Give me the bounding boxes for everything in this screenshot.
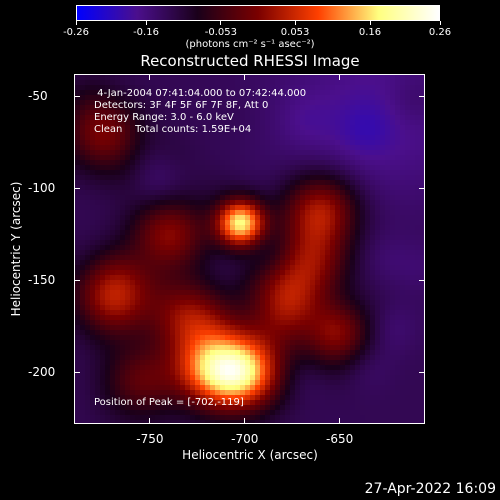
colorbar-tick-mark — [294, 21, 296, 25]
colorbar-tick-label: 0.16 — [358, 27, 382, 38]
y-tick-label: -150 — [28, 273, 56, 288]
x-tick-mark — [244, 74, 246, 80]
y-tick-label: -200 — [28, 365, 56, 380]
colorbar-tick-label: -0.16 — [133, 27, 159, 38]
y-tick-mark — [74, 95, 80, 97]
x-tick-mark — [149, 74, 151, 80]
colorbar-tick-label: -0.26 — [63, 27, 89, 38]
info-energy-range: Energy Range: 3.0 - 6.0 keV — [94, 112, 234, 123]
colorbar-tick-label: 0.26 — [428, 27, 452, 38]
x-tick-mark — [149, 418, 151, 424]
x-axis-label: Heliocentric X (arcsec) — [182, 448, 318, 462]
y-tick-mark — [74, 371, 80, 373]
colorbar — [76, 5, 440, 21]
x-tick-mark — [339, 418, 341, 424]
colorbar-tick-mark — [145, 21, 147, 25]
colorbar-tick-mark — [75, 21, 77, 25]
colorbar-tick-mark — [220, 21, 222, 25]
y-tick-mark — [419, 95, 425, 97]
colorbar-tick-mark — [439, 21, 441, 25]
x-tick-label: -650 — [325, 432, 354, 446]
y-axis-label: Heliocentric Y (arcsec) — [9, 181, 23, 317]
x-tick-mark — [339, 74, 341, 80]
y-tick-mark — [74, 279, 80, 281]
y-tick-mark — [419, 279, 425, 281]
chart-title: Reconstructed RHESSI Image — [140, 52, 360, 70]
y-tick-mark — [419, 371, 425, 373]
timestamp: 27-Apr-2022 16:09 — [364, 481, 496, 497]
colorbar-units: (photons cm⁻² s⁻¹ asec⁻²) — [185, 39, 315, 50]
y-tick-mark — [419, 187, 425, 189]
heatmap-image — [75, 75, 424, 423]
colorbar-tick-label: 0.053 — [280, 27, 310, 38]
colorbar-tick-label: -0.053 — [204, 27, 238, 38]
x-tick-label: -700 — [231, 432, 259, 446]
info-total-counts: Clean Total counts: 1.59E+04 — [94, 124, 252, 135]
heatmap-pixels — [75, 75, 424, 423]
y-tick-mark — [74, 187, 80, 189]
y-tick-label: -100 — [28, 181, 56, 196]
x-tick-label: -750 — [136, 432, 164, 446]
peak-position-label: Position of Peak = [-702,-119] — [94, 397, 244, 408]
y-tick-label: -50 — [28, 89, 48, 104]
x-tick-mark — [244, 418, 246, 424]
info-time-range: 4-Jan-2004 07:41:04.000 to 07:42:44.000 — [94, 88, 307, 99]
image-plot-area — [74, 74, 425, 424]
info-detectors: Detectors: 3F 4F 5F 6F 7F 8F, Att 0 — [94, 100, 269, 111]
colorbar-tick-mark — [369, 21, 371, 25]
